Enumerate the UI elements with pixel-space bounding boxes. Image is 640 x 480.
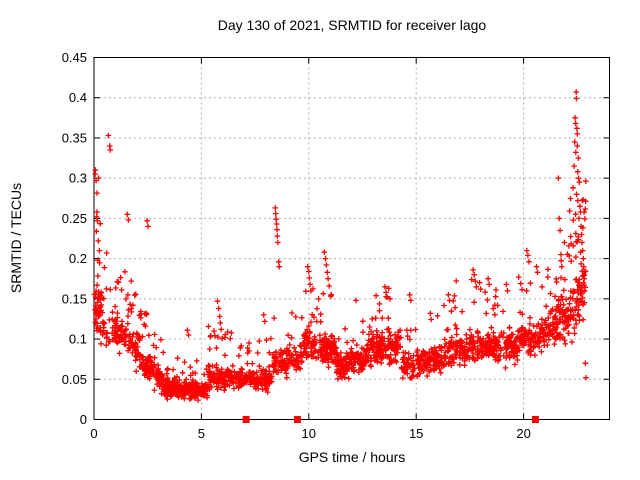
x-axis-label: GPS time / hours xyxy=(299,449,406,465)
flagged-time-square xyxy=(242,416,250,423)
flagged-time-markers xyxy=(242,416,539,423)
chart-title: Day 130 of 2021, SRMTID for receiver lag… xyxy=(218,17,487,33)
y-tick-label: 0.4 xyxy=(69,90,87,105)
y-tick-label: 0.35 xyxy=(62,130,87,145)
y-tick-label: 0.45 xyxy=(62,50,87,65)
plot-frame xyxy=(93,57,610,420)
y-tick-label: 0.2 xyxy=(69,251,87,266)
x-tick-label: 0 xyxy=(90,426,97,441)
y-tick-label: 0.3 xyxy=(69,171,87,186)
y-tick-label: 0 xyxy=(80,412,87,427)
y-axis-label: SRMTID / TECUs xyxy=(8,183,24,293)
x-tick-label: 20 xyxy=(516,426,530,441)
x-tick-label: 5 xyxy=(198,426,205,441)
tick-labels: 0 5 10 15 20 0 0.05 0.1 0.15 0.2 0.25 0.3 0.35 0.4 0.4… xyxy=(62,50,531,441)
y-tick-label: 0.25 xyxy=(62,211,87,226)
y-tick-label: 0.15 xyxy=(62,291,87,306)
y-tick-label: 0.05 xyxy=(62,372,87,387)
flagged-time-square xyxy=(293,416,301,423)
x-tick-label: 10 xyxy=(302,426,316,441)
x-tick-label: 15 xyxy=(409,426,423,441)
y-tick-label: 0.1 xyxy=(69,332,87,347)
scatter-points xyxy=(91,89,589,403)
flagged-time-square xyxy=(531,416,539,423)
